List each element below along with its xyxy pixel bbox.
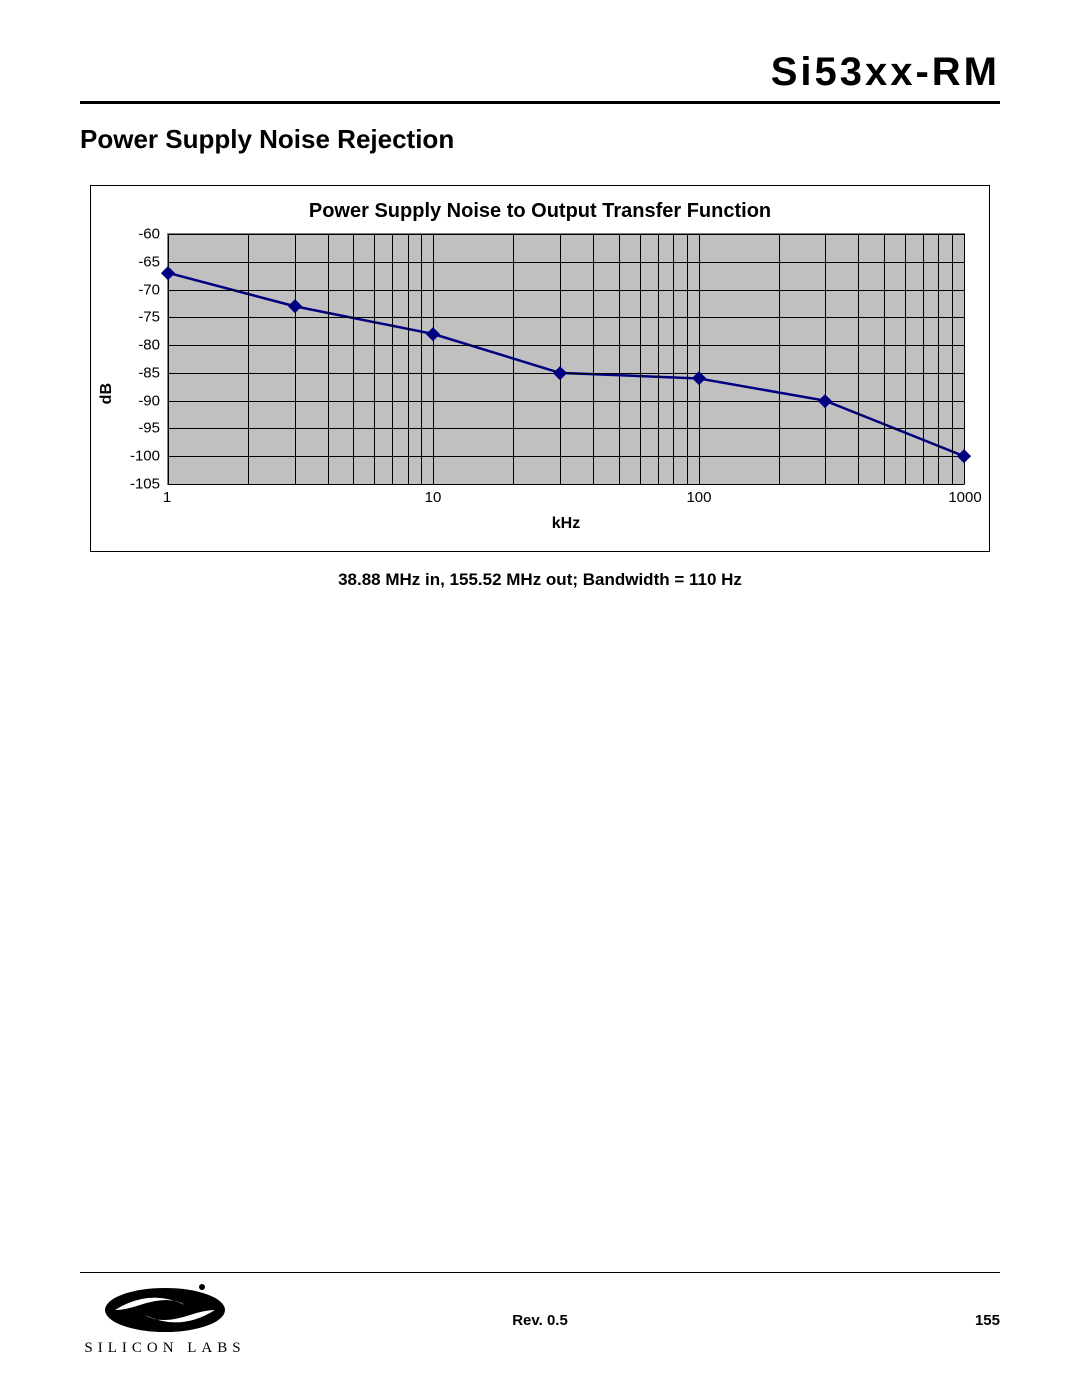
gridline-v bbox=[640, 234, 641, 484]
x-axis-label: kHz bbox=[167, 515, 965, 533]
gridline-v bbox=[952, 234, 953, 484]
gridline-h bbox=[168, 262, 964, 263]
y-tick-label: -100 bbox=[130, 448, 168, 465]
gridline-h bbox=[168, 290, 964, 291]
gridline-v bbox=[421, 234, 422, 484]
y-tick-label: -70 bbox=[138, 281, 168, 298]
gridline-v bbox=[408, 234, 409, 484]
chart-svg bbox=[168, 234, 964, 484]
plot-surface: -60-65-70-75-80-85-90-95-100-105 bbox=[167, 233, 965, 485]
x-tick-label: 10 bbox=[425, 489, 442, 506]
chart-area: dB -60-65-70-75-80-85-90-95-100-105 1101… bbox=[115, 233, 965, 533]
gridline-v bbox=[560, 234, 561, 484]
gridline-v bbox=[295, 234, 296, 484]
x-tick-label: 100 bbox=[686, 489, 711, 506]
header-rule bbox=[80, 101, 1000, 104]
logo-text: SILICON LABS bbox=[84, 1340, 245, 1357]
logo-icon bbox=[100, 1283, 230, 1338]
gridline-v bbox=[699, 234, 700, 484]
chart-title: Power Supply Noise to Output Transfer Fu… bbox=[115, 200, 965, 223]
gridline-v bbox=[779, 234, 780, 484]
gridline-v bbox=[673, 234, 674, 484]
page-number: 155 bbox=[830, 1312, 1000, 1329]
gridline-h bbox=[168, 484, 964, 485]
y-tick-label: -95 bbox=[138, 420, 168, 437]
gridline-v bbox=[687, 234, 688, 484]
gridline-v bbox=[658, 234, 659, 484]
gridline-h bbox=[168, 234, 964, 235]
gridline-v bbox=[374, 234, 375, 484]
gridline-v bbox=[433, 234, 434, 484]
gridline-v bbox=[938, 234, 939, 484]
gridline-v bbox=[513, 234, 514, 484]
gridline-v bbox=[905, 234, 906, 484]
gridline-v bbox=[593, 234, 594, 484]
gridline-v bbox=[964, 234, 965, 484]
page: Si53xx-RM Power Supply Noise Rejection P… bbox=[0, 0, 1080, 1397]
gridline-v bbox=[923, 234, 924, 484]
gridline-v bbox=[392, 234, 393, 484]
footer-rule bbox=[80, 1272, 1000, 1273]
y-tick-label: -75 bbox=[138, 309, 168, 326]
x-ticks: 1101001000 bbox=[167, 489, 965, 511]
silicon-labs-logo: SILICON LABS bbox=[80, 1283, 250, 1357]
chart-container: Power Supply Noise to Output Transfer Fu… bbox=[90, 185, 990, 552]
gridline-h bbox=[168, 401, 964, 402]
x-tick-label: 1 bbox=[163, 489, 171, 506]
y-axis-label: dB bbox=[98, 383, 116, 404]
gridline-h bbox=[168, 456, 964, 457]
y-tick-label: -80 bbox=[138, 337, 168, 354]
y-tick-label: -65 bbox=[138, 253, 168, 270]
revision-label: Rev. 0.5 bbox=[512, 1312, 568, 1329]
document-title: Si53xx-RM bbox=[80, 50, 1000, 95]
gridline-h bbox=[168, 428, 964, 429]
gridline-h bbox=[168, 317, 964, 318]
gridline-v bbox=[619, 234, 620, 484]
x-tick-label: 1000 bbox=[948, 489, 981, 506]
gridline-v bbox=[858, 234, 859, 484]
y-tick-label: -90 bbox=[138, 392, 168, 409]
gridline-v bbox=[248, 234, 249, 484]
section-title: Power Supply Noise Rejection bbox=[80, 124, 1000, 155]
gridline-v bbox=[328, 234, 329, 484]
gridline-v bbox=[884, 234, 885, 484]
gridline-h bbox=[168, 345, 964, 346]
plot-wrap: -60-65-70-75-80-85-90-95-100-105 1101001… bbox=[167, 233, 965, 533]
gridline-v bbox=[353, 234, 354, 484]
chart-caption: 38.88 MHz in, 155.52 MHz out; Bandwidth … bbox=[80, 570, 1000, 590]
page-footer: SILICON LABS Rev. 0.5 155 bbox=[80, 1272, 1000, 1357]
gridline-v bbox=[825, 234, 826, 484]
y-tick-label: -85 bbox=[138, 364, 168, 381]
y-tick-label: -60 bbox=[138, 226, 168, 243]
